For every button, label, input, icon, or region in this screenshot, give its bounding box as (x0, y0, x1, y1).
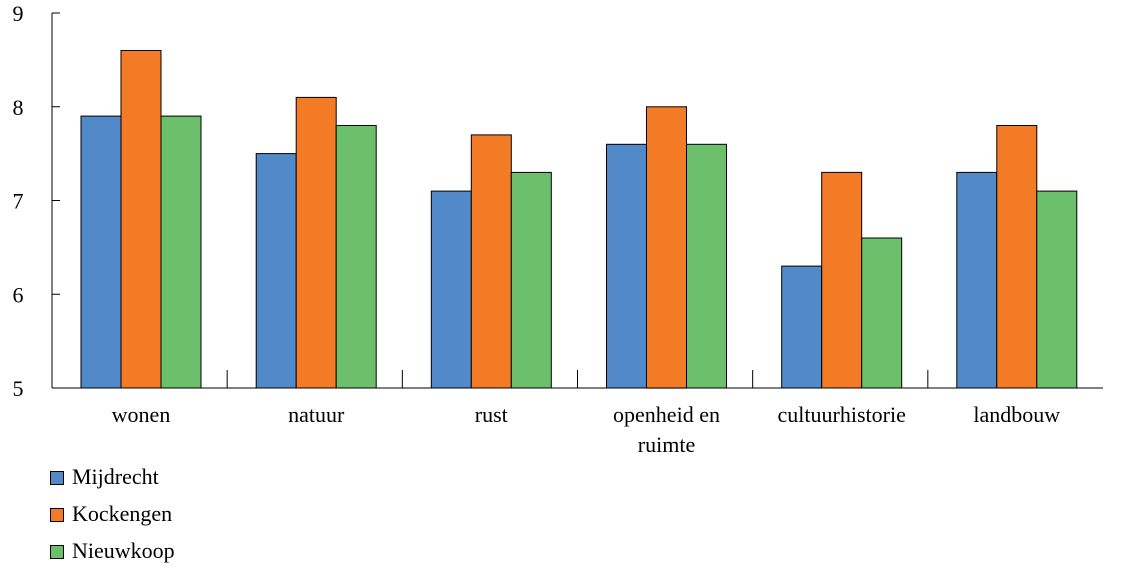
x-tick-label-1: natuur (288, 402, 345, 427)
legend-label-kockengen: Kockengen (72, 500, 173, 526)
y-tick-label-9: 9 (13, 1, 24, 26)
bar-nieuwkoop-3 (686, 143, 727, 389)
bar-mijdrecht-5 (956, 171, 998, 389)
legend-swatch-mijdrecht (50, 470, 64, 485)
bar-mijdrecht-3 (606, 143, 647, 389)
y-tick-label-6: 6 (13, 282, 24, 307)
bar-kockengen-5 (996, 125, 1038, 389)
axes-group (51, 12, 1103, 389)
x-tick-label-5: landbouw (973, 402, 1060, 427)
bar-kockengen-0 (120, 50, 162, 389)
legend-label-nieuwkoop: Nieuwkoop (72, 537, 175, 563)
bar-kockengen-4 (821, 171, 863, 389)
legend-swatch-nieuwkoop (50, 544, 64, 559)
labels-group: 5 6 7 8 9 wonen natuur rust openheid en ruimte cul… (13, 1, 1061, 457)
bar-mijdrecht-0 (80, 115, 122, 389)
bar-kockengen-3 (646, 106, 687, 389)
legend-item-kockengen: Kockengen (50, 495, 175, 532)
legend-item-nieuwkoop: Nieuwkoop (50, 532, 175, 569)
x-tick-label-3: openheid en ruimte (613, 402, 720, 457)
y-tick-label-8: 8 (13, 95, 24, 120)
bar-kockengen-2 (470, 134, 512, 389)
legend-label-mijdrecht: Mijdrecht (72, 463, 159, 489)
legend-swatch-kockengen (50, 507, 64, 522)
legend-item-mijdrecht: Mijdrecht (50, 458, 175, 495)
bar-mijdrecht-2 (430, 190, 472, 389)
x-tick-label-4: cultuurhistorie (778, 402, 906, 427)
y-tick-label-7: 7 (13, 189, 24, 214)
bar-nieuwkoop-4 (861, 237, 903, 389)
x-tick-label-0: wonen (112, 402, 171, 427)
bar-mijdrecht-1 (255, 153, 297, 389)
bar-nieuwkoop-2 (510, 171, 552, 389)
bar-chart: 5 6 7 8 9 wonen natuur rust openheid en ruimte cul… (13, 1, 1103, 457)
bars-group (80, 50, 1078, 389)
bar-nieuwkoop-0 (160, 115, 202, 389)
bar-mijdrecht-4 (781, 265, 823, 389)
bar-nieuwkoop-5 (1036, 190, 1078, 389)
bar-nieuwkoop-1 (335, 125, 377, 389)
legend: Mijdrecht Kockengen Nieuwkoop (50, 458, 175, 569)
x-tick-label-2: rust (475, 402, 508, 427)
bar-kockengen-1 (295, 96, 337, 389)
y-tick-label-5: 5 (13, 376, 24, 401)
